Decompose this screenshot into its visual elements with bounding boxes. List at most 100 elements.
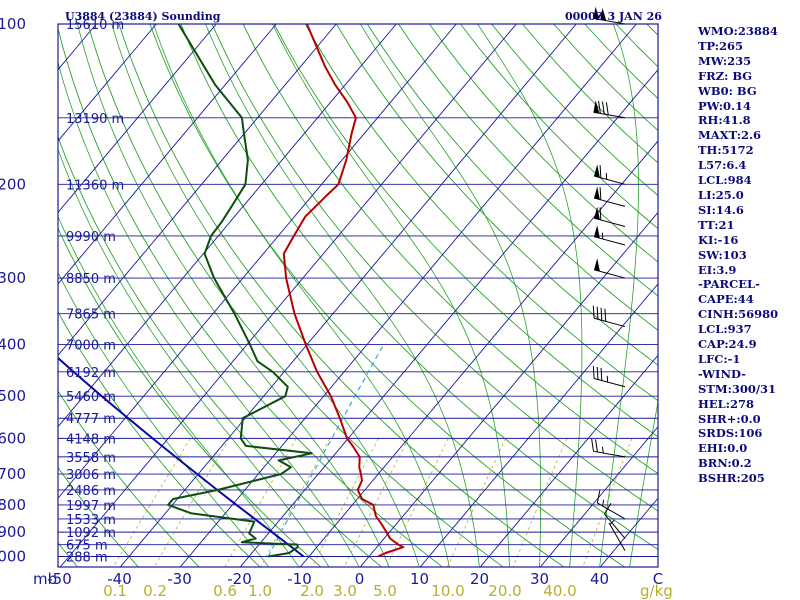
wind-barb-feather (605, 102, 609, 115)
wind-barb-half-feather (609, 519, 615, 525)
isotherm-line (58, 24, 337, 357)
wind-barb-feather (596, 490, 601, 504)
stat-item: PW:0.14 (698, 98, 752, 113)
isotherm-line (179, 24, 637, 567)
valid-time: 0000Z 3 JAN 26 (565, 10, 662, 23)
pressure-tick-label: 700 (0, 465, 26, 483)
mixing-ratio-line (224, 438, 297, 567)
mixing-ratio-line (260, 438, 331, 567)
stat-item: TT:21 (698, 217, 735, 232)
pressure-tick-label: 1000 (0, 548, 26, 566)
isotherm-line (479, 354, 658, 567)
stat-item: CAP:24.9 (698, 337, 757, 352)
dry-adiabat-line (242, 24, 658, 475)
stat-item: WMO:23884 (698, 24, 778, 38)
dry-adiabat-line (429, 24, 658, 263)
wind-barb-half-feather (601, 499, 605, 507)
stat-item: -WIND- (698, 366, 746, 381)
wind-barb-half-feather (601, 446, 604, 454)
wind-barb-flag (600, 7, 607, 21)
height-label: 288 m (66, 551, 108, 566)
axis-labels: 100200300400500600700800900100015610 m13… (0, 15, 673, 600)
stat-item: TH:5172 (698, 143, 754, 158)
stat-item: RH:41.8 (698, 113, 751, 128)
stat-item: SHR+:0.0 (698, 411, 761, 426)
stat-item: SW:103 (698, 247, 747, 262)
dry-adiabat-line (0, 24, 18, 568)
isotherm-line (58, 24, 277, 285)
isotherm-line (119, 24, 577, 567)
wind-barb-feather (599, 165, 602, 178)
wind-barbs (591, 6, 626, 551)
temperature-tick-label: -40 (107, 570, 132, 588)
isotherm-line (599, 497, 658, 567)
height-label: 1092 m (66, 526, 116, 541)
station-title: U3884 (23884) Sounding (65, 10, 221, 23)
moist-adiabat-line (153, 24, 450, 567)
temperature-tick-label: 0 (355, 570, 365, 588)
plot-background (58, 24, 658, 567)
pressure-tick-label: 500 (0, 387, 26, 405)
wind-barb-feather (592, 365, 595, 379)
mixing-ratio-tick-label: 40.0 (543, 582, 576, 600)
wind-barb-flag (594, 225, 600, 239)
isotherm-line (359, 211, 658, 567)
stat-item: -PARCEL- (698, 277, 760, 292)
wind-barb-flag (594, 186, 600, 200)
dry-adiabat-line (366, 24, 658, 331)
temperature-tick-label: 40 (590, 570, 609, 588)
stat-item: L57:6.4 (698, 158, 747, 173)
dewpoint-trace (167, 24, 313, 558)
stat-item: FRZ: BG (698, 68, 753, 83)
stat-item: BRN:0.2 (698, 456, 752, 471)
wind-barb-feather (604, 502, 612, 515)
mixing-ratio-line (112, 438, 191, 567)
sounding-indices: WMO:23884 TP:265 MW:235 FRZ: BG WB0: BG PW:0.… (698, 24, 798, 486)
wind-barb-feather (592, 305, 595, 319)
mixing-ratio-line (311, 438, 379, 567)
height-label: 675 m (66, 539, 108, 554)
stat-item: MAXT:2.6 (698, 128, 761, 143)
trace-layer (58, 24, 405, 558)
moist-adiabat-line (111, 24, 420, 567)
temperature-trace (282, 24, 405, 558)
stat-item: LCL:937 (698, 322, 752, 337)
stat-item: MW:235 (698, 53, 752, 68)
wind-barb-staff (593, 17, 626, 25)
stat-item: BSHR:205 (698, 471, 765, 486)
dry-adiabat-line (211, 24, 658, 512)
wind-barb-feather (600, 367, 603, 381)
pressure-tick-label: 100 (0, 15, 26, 33)
parcel-trace (58, 356, 305, 558)
mixing-ratio-tick-label: 20.0 (488, 582, 521, 600)
wind-barb-feather (591, 438, 594, 452)
height-label: 15610 m (66, 18, 124, 33)
stat-item: EHI:0.0 (698, 441, 748, 456)
dry-adiabat-line (58, 390, 200, 567)
mixing-ratio-line (582, 438, 633, 567)
moist-adiabat-line (58, 61, 360, 567)
wind-barb-flag (594, 164, 600, 178)
mixing-ratio-tick-label: 1.0 (248, 582, 272, 600)
moist-adiabat-line (205, 24, 480, 567)
height-label: 7865 m (66, 308, 116, 323)
dry-adiabat-line (118, 24, 565, 567)
mixing-ratio-tick-label: 2.0 (300, 582, 324, 600)
moist-adiabat-line (58, 271, 270, 567)
mixing-ratio-unit-label: g/kg (640, 582, 673, 600)
wind-barb-flag (593, 100, 600, 114)
mixing-ratio-line (447, 438, 506, 567)
height-label: 4777 m (66, 412, 116, 427)
parcel-dewpoint-trace (267, 344, 385, 557)
stat-item: WB0: BG (698, 83, 757, 98)
dry-adiabat-line (58, 466, 140, 567)
wind-barb-staff (593, 317, 626, 328)
isotherm-line (239, 68, 658, 567)
height-label: 4148 m (66, 432, 116, 447)
temperature-tick-label: -10 (287, 570, 312, 588)
height-label: 13190 m (66, 112, 124, 127)
mixing-ratio-tick-label: 5.0 (373, 582, 397, 600)
height-label: 3006 m (66, 468, 116, 483)
dry-adiabat-line (304, 24, 658, 402)
